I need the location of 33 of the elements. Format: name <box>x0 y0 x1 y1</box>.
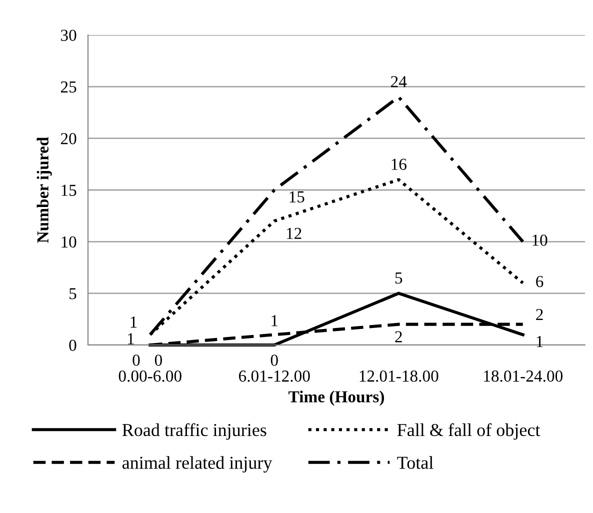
x-axis-title: Time (Hours) <box>288 390 384 406</box>
data-label: 24 <box>391 76 407 88</box>
data-label: 15 <box>290 191 304 203</box>
y-tick-label: 25 <box>60 81 76 93</box>
x-tick-label: 12.01-18.00 <box>360 370 438 382</box>
data-label: 0 <box>270 354 278 366</box>
data-label: 6 <box>536 276 544 288</box>
data-label: 10 <box>532 234 548 246</box>
x-tick-label: 6.01-12.00 <box>238 370 310 382</box>
y-tick-label: 30 <box>61 30 76 41</box>
y-tick-label: 15 <box>62 184 76 196</box>
y-axis-title: Number ijured <box>36 137 52 243</box>
y-tick-label: 10 <box>62 236 76 248</box>
data-label: 2 <box>395 331 402 342</box>
y-tick-label: 0 <box>69 340 76 351</box>
data-label: 12 <box>286 228 302 239</box>
legend-label: Road traffic injuries <box>122 423 266 440</box>
data-label: 1 <box>130 316 137 328</box>
y-tick-label: 5 <box>70 288 76 300</box>
y-tick-label: 20 <box>60 133 76 144</box>
legend-label: animal related injury <box>122 456 272 473</box>
data-label: 0 <box>132 354 140 366</box>
data-label: 1 <box>272 315 278 326</box>
data-label: 16 <box>392 158 406 170</box>
data-label: 1 <box>128 333 134 344</box>
data-label: 1 <box>536 336 543 348</box>
data-label: 2 <box>536 308 543 320</box>
x-tick-label: 0.00-6.00 <box>118 370 182 382</box>
legend-label: Total <box>397 456 434 469</box>
data-label: 5 <box>395 272 402 284</box>
data-label: 0 <box>154 354 162 366</box>
x-tick-label: 18.01-24.00 <box>484 370 563 382</box>
legend-label: Fall & fall of object <box>397 423 540 440</box>
